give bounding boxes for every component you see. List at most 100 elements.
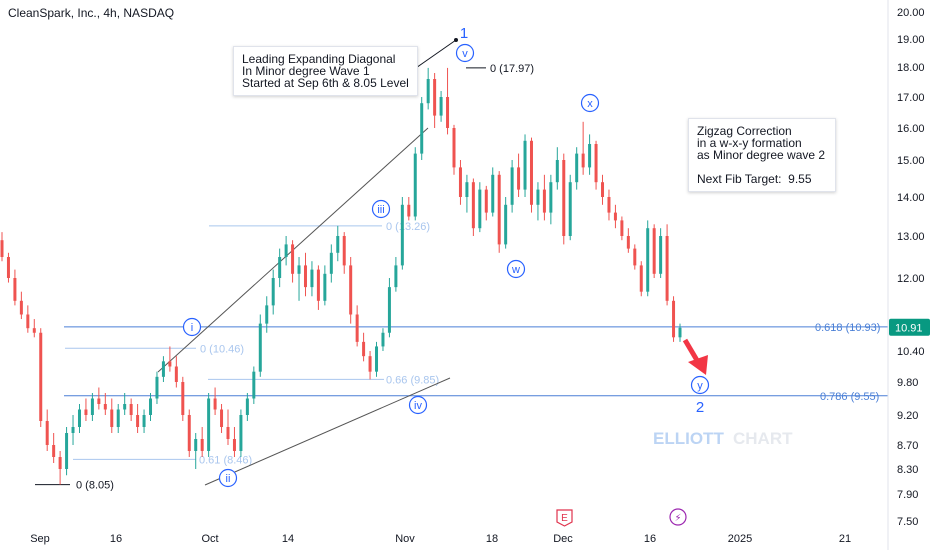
last-price-tag xyxy=(889,318,930,336)
zigzag-note-box: Zigzag Correction in a w-x-y formation a… xyxy=(688,118,836,192)
candle-body xyxy=(32,328,36,333)
candle-body xyxy=(220,409,224,427)
candle-body xyxy=(446,97,450,128)
candle-body xyxy=(420,103,424,154)
price-tick-label: 8.70 xyxy=(897,440,918,452)
candle-body xyxy=(136,415,140,427)
time-tick-label: Nov xyxy=(395,533,415,545)
candle-body xyxy=(433,79,437,116)
candle-body xyxy=(6,257,10,278)
candle-body xyxy=(310,269,314,288)
price-axis[interactable]: 20.00 19.00 18.00 17.00 16.00 15.00 14.00 13.00… xyxy=(889,7,930,528)
wave-label-circle xyxy=(408,395,428,415)
wave-label: y xyxy=(697,380,703,392)
fibonacci-levels: 0.618 (10.93) 0.786 (9.55) 0 (17.97) 0 (13.… xyxy=(35,63,888,492)
candle-body xyxy=(58,457,62,469)
candle-body xyxy=(316,269,320,301)
candle-body xyxy=(620,220,624,236)
candle-body xyxy=(168,361,172,367)
candle-body xyxy=(26,314,30,329)
candle-body xyxy=(439,97,443,116)
wave-label-circle xyxy=(580,93,600,113)
candle-body xyxy=(504,204,508,245)
target-arrow xyxy=(682,338,708,375)
lower-diagonal-line xyxy=(204,377,451,486)
candle-body xyxy=(633,248,637,266)
candle-body xyxy=(652,228,656,274)
price-tick-label: 18.00 xyxy=(897,62,925,74)
time-tick-label: 21 xyxy=(839,533,851,545)
candle-body xyxy=(265,305,269,324)
candle-body xyxy=(387,287,391,333)
wave-label: i xyxy=(191,322,193,334)
candle-body xyxy=(465,182,469,197)
wave-label: x xyxy=(587,98,593,110)
candle-body xyxy=(226,427,230,439)
candle-body xyxy=(174,366,178,382)
candle-body xyxy=(549,182,553,213)
candle-body xyxy=(149,398,153,415)
candle-body xyxy=(123,404,127,410)
candle-body xyxy=(639,265,643,292)
candle-body xyxy=(258,323,262,372)
candle-body xyxy=(362,341,366,357)
wave-label-circle xyxy=(182,317,202,337)
price-tick-label: 9.80 xyxy=(897,377,918,389)
lightning-icon: ⚡ xyxy=(674,513,681,524)
candle-body xyxy=(13,278,17,301)
wave-label-circle xyxy=(455,43,475,63)
price-tick-label: 16.00 xyxy=(897,123,925,135)
price-tick-label: 12.00 xyxy=(897,273,925,285)
chart-title: CleanSpark, Inc., 4h, NASDAQ xyxy=(8,6,174,20)
candle-body xyxy=(517,167,521,190)
time-tick-label: Oct xyxy=(201,533,218,545)
candle-body xyxy=(400,204,404,266)
candle-body xyxy=(568,182,572,236)
candlesticks xyxy=(0,67,682,485)
candle-body xyxy=(413,153,417,217)
wave-label: 2 xyxy=(696,399,704,416)
candle-body xyxy=(613,212,617,221)
candle-body xyxy=(200,439,204,451)
wave-label: ii xyxy=(226,473,231,485)
wave-label-circle xyxy=(218,468,238,488)
target-arrow-head xyxy=(688,355,708,375)
price-tick-label: 10.40 xyxy=(897,346,925,358)
time-tick-label: 16 xyxy=(644,533,656,545)
candle-body xyxy=(342,236,346,266)
fib-level-label: 0.786 (9.55) xyxy=(820,391,879,403)
candle-body xyxy=(368,356,372,372)
time-tick-label: 14 xyxy=(282,533,294,545)
price-tick-label: 7.90 xyxy=(897,489,918,501)
earnings-badge xyxy=(556,509,573,527)
candle-body xyxy=(646,228,650,292)
note-connector-line xyxy=(412,39,457,71)
candle-body xyxy=(536,189,540,205)
candle-body xyxy=(303,265,307,288)
diagonal-note-box: Leading Expanding Diagonal In Minor degr… xyxy=(233,46,418,96)
candle-body xyxy=(110,409,114,427)
candle-body xyxy=(19,300,23,315)
candle-body xyxy=(207,398,211,451)
candle-body xyxy=(478,189,482,229)
candle-body xyxy=(484,189,488,213)
price-tick-label: 14.00 xyxy=(897,192,925,204)
price-tick-label: 9.20 xyxy=(897,410,918,422)
candle-body xyxy=(45,421,49,445)
candle-body xyxy=(510,167,514,205)
wave-label-circle xyxy=(506,259,526,279)
watermark: ELLIOTT CHART xyxy=(653,429,793,448)
candle-body xyxy=(555,160,559,183)
event-badges: E ⚡ xyxy=(556,508,687,527)
price-tick-label: 20.00 xyxy=(897,7,925,19)
candle-body xyxy=(155,376,159,399)
note-connector-dot xyxy=(454,38,458,42)
candle-body xyxy=(39,332,43,421)
candle-body xyxy=(581,153,585,168)
time-axis[interactable]: Sep 16 Oct 14 Nov 18 Dec 16 2025 21E ⚡ xyxy=(30,508,851,545)
price-tick-label: 7.50 xyxy=(897,516,918,528)
candle-body xyxy=(181,382,185,415)
wave-label: iii xyxy=(377,204,384,216)
candle-body xyxy=(407,204,411,217)
